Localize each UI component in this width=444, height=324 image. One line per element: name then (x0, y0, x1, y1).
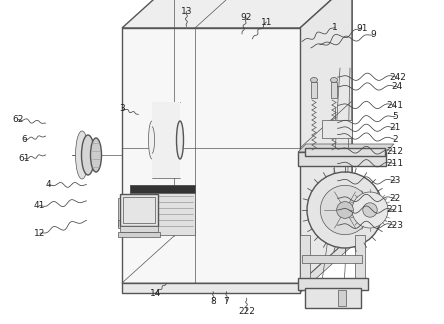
Text: 62: 62 (12, 115, 24, 124)
Text: 61: 61 (19, 154, 30, 163)
Text: 242: 242 (389, 73, 406, 82)
Text: 91: 91 (356, 24, 368, 33)
Text: 212: 212 (387, 147, 404, 156)
Bar (305, 148, 385, 156)
Text: 221: 221 (387, 205, 404, 214)
Bar (298, 152, 386, 166)
Circle shape (307, 172, 383, 248)
Text: 14: 14 (150, 289, 161, 298)
Polygon shape (300, 236, 352, 293)
Text: 24: 24 (392, 82, 403, 91)
Bar (355, 235, 365, 280)
Bar (118, 198, 153, 226)
Text: 22: 22 (389, 194, 401, 203)
Text: 2: 2 (392, 135, 398, 144)
Polygon shape (122, 0, 352, 28)
Text: 13: 13 (181, 7, 192, 16)
Text: 241: 241 (387, 101, 404, 110)
Bar (331, 82, 337, 98)
Ellipse shape (148, 121, 155, 159)
Bar (298, 278, 368, 290)
Polygon shape (300, 0, 352, 283)
Text: 9: 9 (370, 30, 376, 40)
Text: 8: 8 (210, 297, 216, 306)
Text: 1: 1 (333, 23, 338, 32)
Bar (300, 235, 310, 280)
Ellipse shape (330, 77, 337, 83)
Text: 5: 5 (392, 112, 398, 121)
Bar (118, 220, 153, 228)
Bar (302, 255, 362, 263)
Bar (305, 288, 361, 308)
Text: 11: 11 (261, 17, 272, 27)
Text: 92: 92 (241, 13, 252, 22)
Ellipse shape (310, 77, 317, 83)
Ellipse shape (91, 138, 102, 172)
Ellipse shape (75, 131, 88, 179)
Text: 23: 23 (389, 176, 401, 185)
Bar (122, 283, 300, 293)
Bar (120, 226, 158, 232)
Text: 223: 223 (387, 221, 404, 230)
Bar (130, 185, 195, 235)
Ellipse shape (177, 121, 183, 159)
Bar (322, 120, 352, 138)
Text: 211: 211 (387, 159, 404, 168)
Bar (122, 28, 300, 283)
Circle shape (337, 202, 353, 218)
Text: 12: 12 (34, 229, 46, 238)
Text: 21: 21 (389, 123, 401, 133)
Text: 6: 6 (22, 135, 27, 144)
Text: 222: 222 (238, 307, 255, 316)
Circle shape (320, 185, 370, 235)
Bar (152, 102, 180, 178)
Text: 41: 41 (33, 201, 45, 210)
Bar (123, 197, 155, 223)
Ellipse shape (82, 135, 95, 175)
Bar (311, 82, 317, 98)
Bar (338, 290, 346, 306)
Text: 4: 4 (46, 180, 52, 189)
Bar (120, 194, 158, 226)
Text: 7: 7 (224, 297, 229, 306)
Bar (130, 185, 195, 193)
Bar (118, 232, 160, 237)
Circle shape (363, 203, 377, 217)
Circle shape (352, 192, 388, 228)
Polygon shape (298, 144, 394, 152)
Text: 3: 3 (119, 104, 125, 113)
